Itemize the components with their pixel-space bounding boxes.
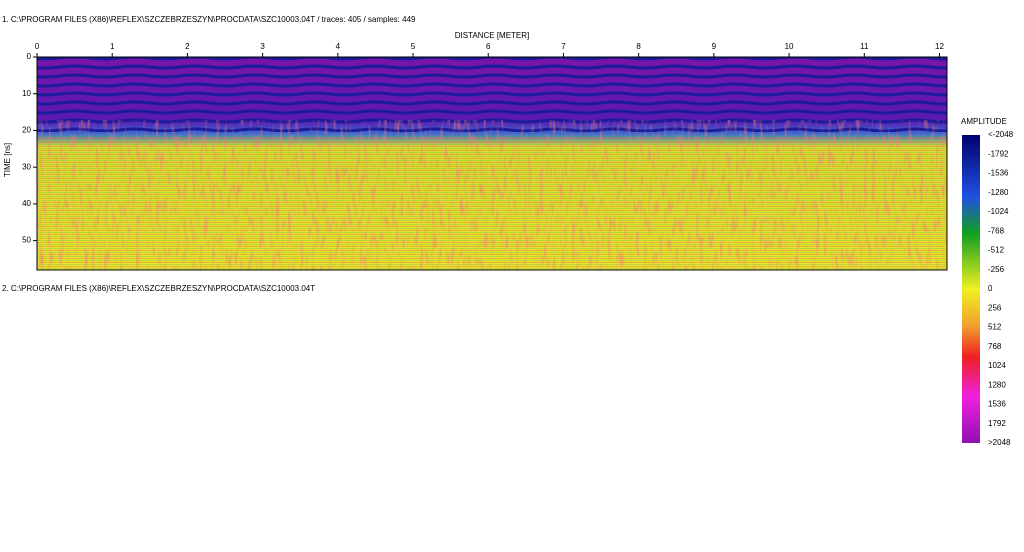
colorbar <box>962 135 980 443</box>
x-tick-label: 10 <box>785 42 794 51</box>
x-tick-label: 4 <box>336 42 341 51</box>
x-tick-label: 2 <box>185 42 190 51</box>
y-tick-label: 50 <box>22 236 31 245</box>
y-axis-label: TIME [ns] <box>3 143 12 177</box>
colorbar-labels: <-2048 -1792 -1536 -1280 -1024 -768 -512 -256 0 2… <box>988 130 1014 447</box>
x-tick-label: 9 <box>712 42 717 51</box>
colorbar-title: AMPLITUDE <box>961 117 1007 126</box>
colorbar-label: -1280 <box>988 188 1009 197</box>
colorbar-label: >2048 <box>988 438 1011 447</box>
y-tick-label: 40 <box>22 199 31 208</box>
colorbar-label: 1792 <box>988 419 1006 428</box>
colorbar-label: 1024 <box>988 361 1006 370</box>
x-tick-label: 5 <box>411 42 416 51</box>
y-tick-label: 20 <box>22 126 31 135</box>
colorbar-label: 768 <box>988 342 1002 351</box>
x-tick-label: 1 <box>110 42 115 51</box>
colorbar-label: 1280 <box>988 380 1006 389</box>
colorbar-label: -1024 <box>988 207 1009 216</box>
colorbar-label: -512 <box>988 246 1005 255</box>
x-tick-label: 6 <box>486 42 491 51</box>
x-tick-label: 8 <box>636 42 641 51</box>
x-tick-label: 12 <box>935 42 944 51</box>
colorbar-label: -1792 <box>988 149 1009 158</box>
colorbar-label: -768 <box>988 226 1005 235</box>
colorbar-label: -256 <box>988 265 1005 274</box>
x-tick-label: 11 <box>860 42 869 51</box>
y-tick-label: 30 <box>22 162 31 171</box>
x-tick-label: 3 <box>260 42 265 51</box>
panel1-header: 1. C:\PROGRAM FILES (X86)\REFLEX\SZCZEBR… <box>2 15 416 24</box>
x-axis-label: DISTANCE [METER] <box>455 31 530 40</box>
colorbar-label: 0 <box>988 284 993 293</box>
y-tick-label: 0 <box>27 52 32 61</box>
radargram <box>36 56 948 271</box>
panel2-header: 2. C:\PROGRAM FILES (X86)\REFLEX\SZCZEBR… <box>2 284 315 293</box>
x-tick-label: 0 <box>35 42 40 51</box>
colorbar-label: 1536 <box>988 400 1006 409</box>
colorbar-label: 256 <box>988 303 1002 312</box>
colorbar-label: 512 <box>988 323 1002 332</box>
y-tick-label: 10 <box>22 89 31 98</box>
x-tick-label: 7 <box>561 42 566 51</box>
colorbar-label: -1536 <box>988 169 1009 178</box>
colorbar-label: <-2048 <box>988 130 1014 139</box>
